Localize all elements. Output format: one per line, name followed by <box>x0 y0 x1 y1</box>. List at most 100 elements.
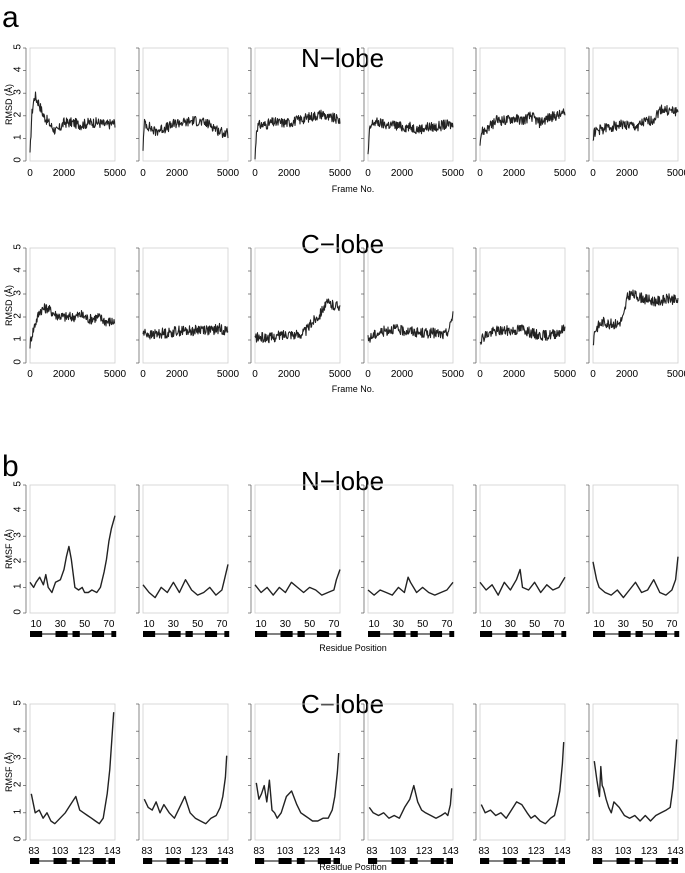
panel-letter-b: b <box>2 450 19 483</box>
y-tick-label: 0 <box>13 609 24 615</box>
subplot: 0 2000 5000 <box>473 247 577 380</box>
subplot: 0 2000 5000 <box>361 47 465 179</box>
x-tick-label: 5000 <box>554 168 577 179</box>
x-tick-label: 30 <box>505 619 517 630</box>
ss-block <box>654 631 668 637</box>
rmsd-trace <box>254 109 341 160</box>
plot-frame <box>592 703 679 841</box>
x-tick-label: 83 <box>141 846 153 857</box>
x-axis-label: Residue Position <box>319 862 387 872</box>
rmsd-trace <box>592 289 679 346</box>
y-tick-label: 5 <box>13 44 24 50</box>
chart-a-1: C−lobe 0 1 2 3 4 5 0 2000 5000 RMSD (Å) 0 2000 5000 0 2… <box>4 229 685 394</box>
y-axis-label: RMSF (Å) <box>4 529 14 569</box>
ss-block <box>111 631 117 637</box>
y-tick-label: 4 <box>13 267 24 273</box>
ss-block <box>430 858 444 864</box>
y-tick-label: 5 <box>13 244 24 250</box>
ss-block <box>166 858 180 864</box>
ss-block <box>53 858 67 864</box>
plot-frame <box>592 484 679 614</box>
rmsf-line <box>368 784 453 819</box>
chart-b-2: N−lobe 0 1 2 3 4 5 10 30 50 70 RMSF (Å) 10 30 50 70 10 30… <box>4 466 680 653</box>
plot-frame <box>367 703 454 841</box>
ss-block <box>316 631 330 637</box>
ss-block <box>336 631 342 637</box>
y-tick-label: 2 <box>13 111 24 117</box>
rmsf-line <box>30 712 115 825</box>
ss-block <box>480 631 493 637</box>
plot-frame <box>254 703 341 841</box>
x-tick-label: 30 <box>55 619 67 630</box>
ss-block <box>55 631 68 637</box>
ss-block <box>541 631 555 637</box>
y-tick-label: 1 <box>13 336 24 342</box>
ss-block <box>505 631 518 637</box>
x-tick-label: 123 <box>641 846 658 857</box>
x-tick-label: 2000 <box>503 369 526 380</box>
ss-block <box>635 631 643 637</box>
subplot: 10 30 50 70 <box>473 484 567 637</box>
x-tick-label: 83 <box>28 846 40 857</box>
rmsf-line <box>143 755 228 825</box>
x-tick-label: 5000 <box>442 168 465 179</box>
y-tick-label: 3 <box>13 89 24 95</box>
y-tick-label: 2 <box>13 557 24 563</box>
plot-frame <box>142 484 229 614</box>
plot-frame <box>29 47 116 162</box>
rmsf-line <box>367 576 454 596</box>
x-tick-label: 0 <box>252 369 258 380</box>
ss-block <box>333 858 340 864</box>
x-tick-label: 5000 <box>667 168 685 179</box>
y-tick-label: 5 <box>13 700 24 706</box>
x-tick-label: 0 <box>477 168 483 179</box>
ss-block <box>429 631 443 637</box>
x-tick-label: 83 <box>253 846 265 857</box>
rmsf-line <box>255 752 340 822</box>
x-tick-label: 103 <box>277 846 294 857</box>
ss-block <box>409 858 418 864</box>
x-tick-label: 30 <box>393 619 405 630</box>
rmsf-line <box>592 556 679 599</box>
x-tick-label: 123 <box>303 846 320 857</box>
rmsf-line <box>593 739 678 822</box>
subplot: 0 2000 5000 <box>136 247 240 380</box>
x-tick-label: 143 <box>329 846 346 857</box>
x-axis-label: Residue Position <box>319 643 387 653</box>
y-tick-label: 2 <box>13 313 24 319</box>
ss-block <box>204 631 218 637</box>
rmsd-trace <box>592 104 679 141</box>
x-tick-label: 5000 <box>554 369 577 380</box>
ss-block <box>71 858 80 864</box>
y-axis-label: RMSD (Å) <box>4 285 14 326</box>
x-tick-label: 2000 <box>616 369 639 380</box>
y-tick-label: 1 <box>13 134 24 140</box>
ss-block <box>480 858 490 864</box>
x-tick-label: 30 <box>618 619 630 630</box>
x-tick-label: 83 <box>366 846 378 857</box>
x-tick-label: 143 <box>104 846 121 857</box>
ss-block <box>224 631 230 637</box>
ss-block <box>205 858 219 864</box>
x-tick-label: 50 <box>304 619 316 630</box>
subplot: 0 2000 5000 <box>136 47 240 179</box>
plot-frame <box>592 47 679 162</box>
x-tick-label: 0 <box>27 168 33 179</box>
x-tick-label: 5000 <box>329 168 352 179</box>
y-tick-label: 0 <box>13 157 24 163</box>
x-tick-label: 123 <box>191 846 208 857</box>
y-tick-label: 4 <box>13 66 24 72</box>
ss-block <box>30 631 43 637</box>
x-tick-label: 83 <box>591 846 603 857</box>
ss-block <box>30 858 40 864</box>
ss-block <box>221 858 228 864</box>
x-tick-label: 2000 <box>391 168 414 179</box>
x-tick-label: 103 <box>52 846 69 857</box>
ss-block <box>255 858 265 864</box>
subplot: 0 1 2 3 4 5 0 2000 5000 RMSD (Å) <box>4 44 127 179</box>
rmsd-trace <box>367 117 454 155</box>
x-axis-label: Frame No. <box>332 384 375 394</box>
ss-block <box>542 858 556 864</box>
x-tick-label: 5000 <box>217 369 240 380</box>
x-tick-label: 70 <box>216 619 228 630</box>
